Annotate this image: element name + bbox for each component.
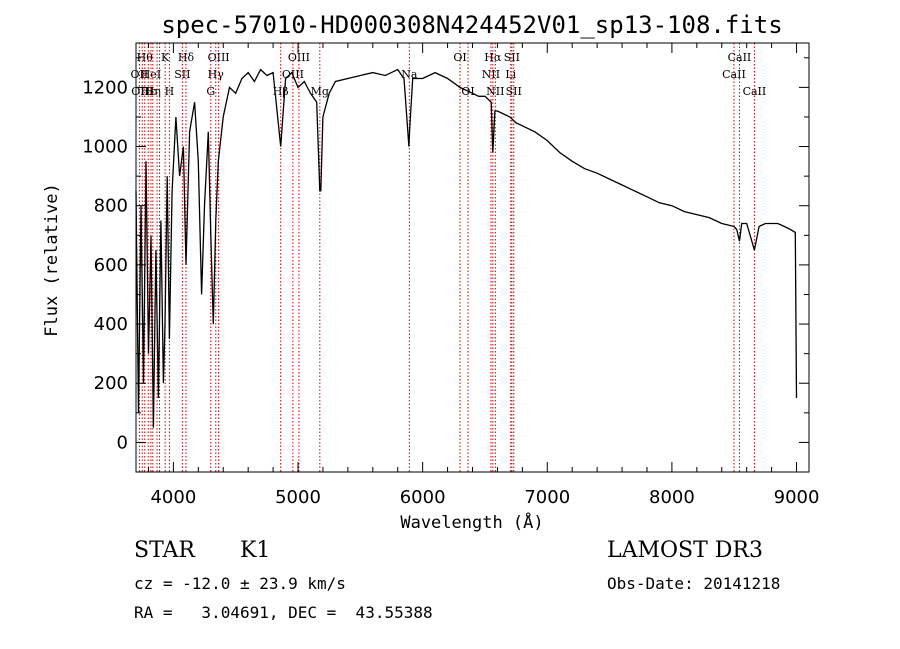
line-marker-label: Li — [505, 68, 516, 81]
y-tick-label: 1000 — [82, 137, 128, 158]
spectral-line-markers: OIIOIIIHθHεHeIHηKHSIIHδGHγOIIIHβOIIIOIII… — [131, 43, 767, 472]
line-marker-label: Na — [401, 68, 418, 81]
x-tick-label: 8000 — [649, 487, 695, 508]
survey-name: LAMOST DR3 — [607, 538, 763, 563]
line-marker-label: Hα — [484, 51, 502, 64]
y-tick-label: 0 — [117, 432, 128, 453]
x-tick-label: 5000 — [275, 487, 321, 508]
line-marker-label: OIII — [288, 51, 310, 64]
x-tick-label: 6000 — [400, 487, 446, 508]
line-marker-label: HeI — [141, 68, 161, 81]
flux-series-line — [135, 68, 798, 428]
y-tick-label: 1200 — [82, 77, 128, 98]
x-tick-label: 9000 — [774, 487, 820, 508]
line-marker-label: K — [161, 51, 170, 64]
line-marker-label: CaII — [728, 51, 752, 64]
line-marker-label: G — [206, 85, 215, 98]
line-marker-label: SII — [174, 68, 190, 81]
x-axis-label: Wavelength (Å) — [400, 511, 543, 533]
y-tick-label: 800 — [94, 196, 128, 217]
line-marker-label: Hε — [141, 85, 157, 98]
line-marker-label: OII — [131, 68, 149, 81]
line-marker-label: Mg — [311, 85, 329, 98]
line-marker-label: Hθ — [137, 51, 154, 64]
chart-title: spec-57010-HD000308N424452V01_sp13-108.f… — [161, 11, 782, 39]
line-marker-label: OI — [453, 51, 466, 64]
y-axis-label: Flux (relative) — [42, 183, 62, 337]
line-marker-label: Hη — [145, 85, 161, 98]
x-axis-ticks: 4000 5000 6000 7000 8000 9000 — [147, 43, 820, 508]
line-marker-label: SII — [504, 51, 520, 64]
line-marker-label: OIII — [131, 85, 153, 98]
y-axis-ticks: 0 200 400 600 800 1000 1200 — [82, 57, 809, 473]
y-tick-label: 400 — [94, 314, 128, 335]
obs-date-text: Obs-Date: 20141218 — [607, 574, 781, 593]
coordinates-text: RA = 3.04691, DEC = 43.55388 — [134, 603, 433, 622]
line-marker-label: CaII — [722, 68, 746, 81]
x-tick-label: 4000 — [150, 487, 196, 508]
line-marker-label: NII — [486, 85, 504, 98]
line-marker-label: OIII — [208, 51, 230, 64]
line-marker-label: Hγ — [208, 68, 225, 81]
x-tick-label: 7000 — [524, 487, 570, 508]
line-marker-label: CaII — [743, 85, 767, 98]
line-marker-label: H — [165, 85, 175, 98]
y-tick-label: 600 — [94, 255, 128, 276]
redshift-text: cz = -12.0 ± 23.9 km/s — [134, 574, 346, 593]
line-marker-label: NII — [482, 68, 500, 81]
object-subclass: K1 — [240, 538, 271, 563]
line-marker-label: Hδ — [178, 51, 195, 64]
line-marker-label: SII — [506, 85, 522, 98]
plot-frame — [135, 42, 810, 473]
object-class: STAR — [134, 538, 195, 563]
y-tick-label: 200 — [94, 373, 128, 394]
